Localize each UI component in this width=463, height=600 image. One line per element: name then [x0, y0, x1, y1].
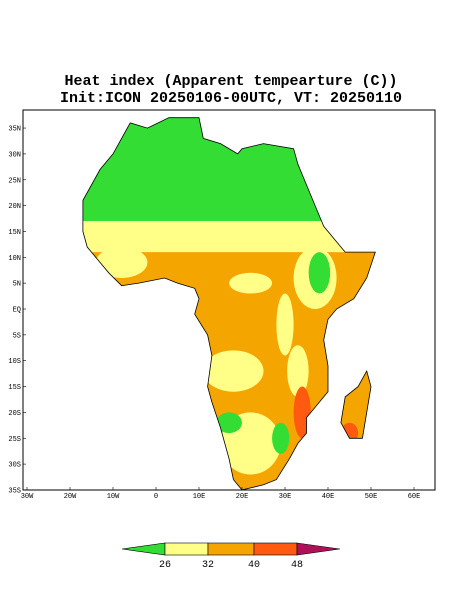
heat-zone: [95, 246, 148, 278]
colorbar: 26 32 40 48: [121, 542, 341, 571]
lat-label: 25S: [8, 436, 21, 444]
subtitle: Init:ICON 20250106-00UTC, VT: 20250110: [60, 90, 402, 107]
coastline: [82, 117, 376, 491]
colorbar-segment: [253, 542, 298, 556]
colorbar-high: [296, 542, 341, 556]
lat-label: 35S: [8, 487, 21, 495]
heat-zone: [272, 422, 290, 454]
lat-label: 30N: [8, 151, 21, 159]
colorbar-segment: [207, 542, 255, 556]
lat-label: 5N: [13, 281, 21, 289]
lat-label: 20S: [8, 410, 21, 418]
lon-label: 50E: [365, 493, 378, 501]
colorbar-segment: [164, 542, 209, 556]
coastlines: [82, 117, 376, 491]
lon-label: 20W: [64, 493, 77, 501]
lon-label: 10E: [193, 493, 206, 501]
heat-zone: [287, 345, 309, 397]
lat-label: EQ: [13, 307, 21, 315]
map-frame: [22, 109, 436, 491]
lon-label: 60E: [408, 493, 421, 501]
lat-label: 10N: [8, 255, 21, 263]
colorbar-label: 26: [159, 560, 171, 571]
colorbar-label: 32: [202, 560, 214, 571]
lat-label: 15S: [8, 384, 21, 392]
heat-zone: [308, 252, 331, 294]
heat-zone: [216, 412, 243, 434]
lon-label: 40E: [322, 493, 335, 501]
lat-label: 5S: [13, 332, 21, 340]
lon-label: 20E: [236, 493, 249, 501]
heat-zone: [203, 350, 264, 392]
lat-label: 25N: [8, 177, 21, 185]
title: Heat index (Apparent tempearture (C)): [64, 73, 397, 90]
graticule-labels: 35N 30N 25N 20N 15N 10N 5N EQ 5S 10S 15S 20S 25S 30S 3…: [8, 126, 420, 501]
lat-label: 15N: [8, 229, 21, 237]
heat-zone: [229, 272, 273, 294]
colorbar-label: 48: [291, 560, 303, 571]
lon-label: 10W: [107, 493, 120, 501]
lat-label: 20N: [8, 203, 21, 211]
lon-label: 0: [154, 493, 158, 501]
lat-label: 35N: [8, 126, 21, 134]
lat-label: 10S: [8, 358, 21, 366]
lat-label: 30S: [8, 462, 21, 470]
colorbar-label: 40: [248, 560, 260, 571]
lon-label: 30E: [279, 493, 292, 501]
heat-zone: [276, 293, 294, 356]
lon-label: 30W: [21, 493, 34, 501]
